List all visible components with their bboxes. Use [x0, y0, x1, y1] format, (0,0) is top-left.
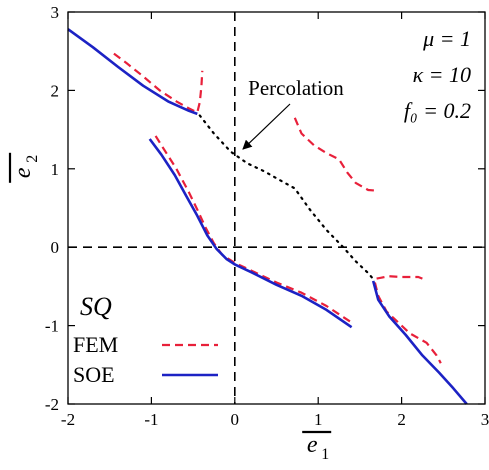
parameter-f0: f₀ = 0.2 [404, 98, 471, 123]
y-tick-label: 0 [51, 238, 60, 257]
series-line-soe [148, 138, 353, 329]
x-tick-label: 3 [481, 410, 489, 429]
series-soe [67, 28, 468, 405]
series-line-fem [376, 275, 423, 280]
y-tick-label: -2 [45, 395, 59, 414]
case-label: SQ [80, 292, 112, 321]
x-tick-label: 0 [231, 410, 240, 429]
parameter-mu: μ = 1 [422, 26, 471, 51]
series-line-fem [154, 135, 353, 324]
y-tick-label: 1 [51, 160, 60, 179]
x-tick-label: 1 [314, 410, 323, 429]
series-line-percolation [198, 114, 376, 282]
y-axis-label: e2 [8, 152, 41, 183]
legend-label-fem: FEM [73, 332, 118, 357]
series-line-fem [113, 52, 204, 114]
series-line-soe [371, 280, 468, 405]
y-tick-label: 2 [51, 81, 60, 100]
legend-label-soe: SOE [73, 362, 115, 387]
x-tick-label: 2 [397, 410, 406, 429]
y-axis-label-text: e [10, 167, 36, 178]
y-tick-label: 3 [51, 3, 60, 22]
percolation-annotation: Percolation [248, 76, 344, 100]
series-percolation [198, 114, 376, 282]
plot-frame [67, 11, 486, 405]
parameter-kappa: κ = 10 [413, 62, 471, 87]
percolation-arrow [242, 103, 291, 150]
y-tick-label: -1 [45, 317, 59, 336]
y-axis-label-subscript: 2 [24, 155, 41, 163]
x-tick-label: -2 [61, 410, 75, 429]
x-tick-label: -1 [144, 410, 158, 429]
series-fem [113, 52, 442, 364]
x-axis-label-subscript: 1 [321, 446, 329, 463]
series-line-fem [373, 282, 442, 364]
x-axis-label-text: e [307, 432, 318, 458]
series-line-soe [67, 28, 198, 116]
